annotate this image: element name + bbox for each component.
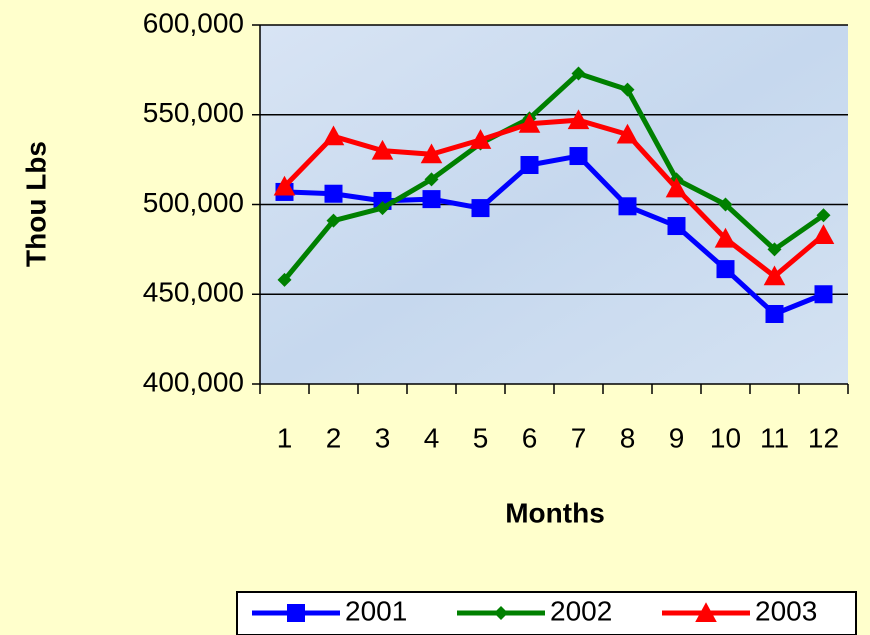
marker: [277, 272, 292, 287]
y-tick-label: 550,000: [143, 97, 244, 128]
x-tick-label: 5: [473, 422, 489, 453]
marker: [763, 265, 786, 286]
marker: [616, 123, 639, 144]
legend-label: 2002: [550, 595, 612, 626]
x-tick-label: 12: [808, 422, 839, 453]
marker: [618, 197, 637, 216]
y-tick-label: 500,000: [143, 187, 244, 218]
marker: [816, 208, 831, 223]
marker: [518, 112, 541, 133]
legend-marker: [695, 602, 717, 622]
x-tick-label: 8: [620, 422, 636, 453]
x-tick-label: 3: [375, 422, 391, 453]
marker: [814, 285, 833, 304]
marker: [322, 125, 345, 146]
marker: [716, 260, 735, 279]
legend-label: 2001: [345, 595, 407, 626]
y-tick-label: 400,000: [143, 366, 244, 397]
x-tick-label: 1: [277, 422, 293, 453]
marker: [520, 156, 539, 175]
x-tick-label: 4: [424, 422, 440, 453]
y-tick-label: 600,000: [143, 7, 244, 38]
marker: [471, 199, 490, 218]
marker: [324, 184, 343, 203]
x-tick-label: 6: [522, 422, 538, 453]
x-tick-label: 11: [760, 422, 789, 453]
marker: [665, 177, 688, 198]
marker: [620, 82, 635, 97]
marker: [571, 66, 586, 81]
marker: [667, 217, 686, 236]
marker: [567, 109, 590, 130]
y-tick-label: 450,000: [143, 277, 244, 308]
marker: [469, 129, 492, 149]
x-tick-label: 7: [571, 422, 587, 453]
x-tick-label: 10: [710, 422, 741, 453]
marker: [569, 147, 588, 166]
marker: [767, 242, 782, 257]
legend-marker: [494, 606, 508, 620]
y-axis-label: Thou Lbs: [20, 141, 51, 267]
marker: [718, 197, 733, 212]
legend: [236, 591, 857, 635]
x-tick-label: 9: [669, 422, 685, 453]
marker: [422, 190, 441, 209]
marker: [326, 213, 341, 228]
marker: [420, 143, 443, 164]
legend-label: 2003: [755, 595, 817, 626]
x-axis-label: Months: [505, 497, 605, 528]
series-line: [282, 70, 825, 282]
marker: [714, 227, 737, 248]
x-tick-label: 2: [326, 422, 342, 453]
marker: [812, 224, 835, 245]
marker: [424, 172, 439, 187]
legend-marker: [287, 604, 305, 622]
marker: [375, 201, 390, 216]
marker: [371, 139, 394, 160]
marker: [765, 304, 784, 323]
marker: [273, 175, 296, 196]
